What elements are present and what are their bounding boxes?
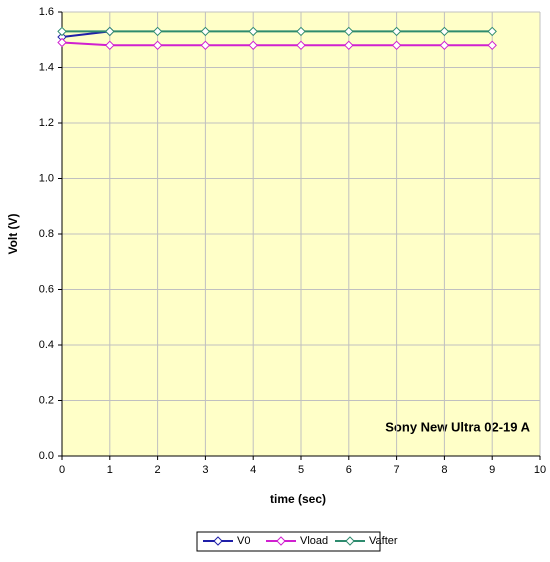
y-tick-label: 0.2: [39, 394, 54, 406]
marker: [213, 536, 223, 546]
marker: [439, 40, 450, 51]
x-tick-label: 10: [534, 464, 546, 476]
marker: [344, 40, 354, 51]
marker: [105, 26, 115, 37]
legend-label: Vafter: [369, 535, 398, 547]
annotation: Sony New Ultra 02-19 A: [385, 419, 530, 434]
marker: [276, 536, 286, 546]
marker: [345, 536, 355, 546]
y-tick-label: 0.8: [39, 228, 54, 240]
x-tick-label: 6: [346, 464, 352, 476]
marker: [248, 40, 258, 51]
series-line: [61, 41, 493, 47]
legend-label: V0: [237, 535, 250, 547]
marker: [152, 26, 163, 37]
y-tick-label: 1.0: [39, 172, 54, 184]
marker: [57, 37, 67, 48]
marker: [105, 40, 115, 51]
x-tick-label: 1: [107, 464, 113, 476]
marker: [57, 26, 67, 37]
x-tick-label: 9: [489, 464, 495, 476]
y-tick-label: 1.4: [39, 61, 54, 73]
legend-label: Vload: [300, 535, 328, 547]
marker: [248, 26, 258, 37]
x-tick-label: 4: [250, 464, 256, 476]
y-tick-label: 1.6: [39, 6, 54, 18]
y-tick-label: 0.6: [39, 283, 54, 295]
y-tick-label: 0.4: [39, 339, 54, 351]
y-tick-label: 0.0: [39, 450, 54, 462]
x-axis-label: time (sec): [270, 492, 326, 506]
marker: [152, 40, 163, 51]
y-axis-label: Volt (V): [6, 213, 20, 254]
marker: [200, 26, 211, 37]
x-tick-label: 8: [441, 464, 447, 476]
marker: [487, 40, 497, 51]
marker: [200, 40, 211, 51]
marker: [296, 40, 306, 51]
marker: [344, 26, 354, 37]
marker: [487, 26, 497, 37]
y-tick-label: 1.2: [39, 117, 54, 129]
marker: [439, 26, 450, 37]
x-tick-label: 5: [298, 464, 304, 476]
x-tick-label: 7: [394, 464, 400, 476]
x-tick-label: 2: [155, 464, 161, 476]
marker: [391, 40, 402, 51]
marker: [296, 26, 306, 37]
marker: [391, 26, 402, 37]
x-tick-label: 0: [59, 464, 65, 476]
x-tick-label: 3: [202, 464, 208, 476]
